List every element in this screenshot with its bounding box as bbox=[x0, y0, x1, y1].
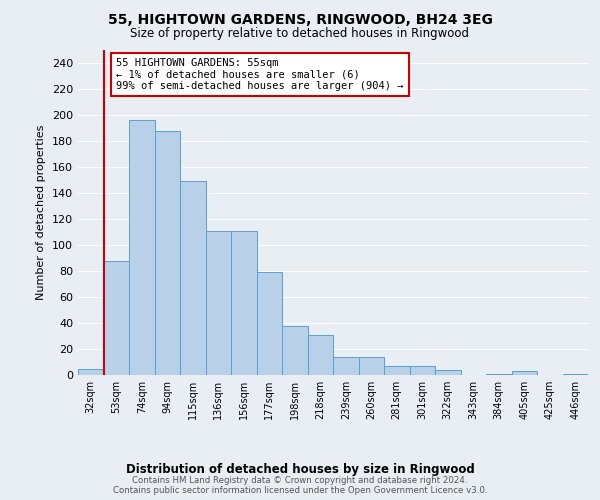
Text: 55, HIGHTOWN GARDENS, RINGWOOD, BH24 3EG: 55, HIGHTOWN GARDENS, RINGWOOD, BH24 3EG bbox=[107, 12, 493, 26]
Bar bbox=[205, 230, 231, 375]
Bar bbox=[409, 366, 435, 375]
Text: Distribution of detached houses by size in Ringwood: Distribution of detached houses by size … bbox=[125, 462, 475, 475]
Bar bbox=[486, 374, 511, 375]
Bar bbox=[104, 260, 129, 375]
Bar bbox=[78, 368, 104, 375]
Bar bbox=[155, 130, 180, 375]
Bar bbox=[282, 326, 308, 375]
Bar bbox=[180, 182, 205, 375]
Bar bbox=[308, 334, 333, 375]
Bar bbox=[359, 357, 384, 375]
Bar bbox=[384, 366, 409, 375]
Text: Contains HM Land Registry data © Crown copyright and database right 2024.
Contai: Contains HM Land Registry data © Crown c… bbox=[113, 476, 487, 495]
Bar bbox=[563, 374, 588, 375]
Bar bbox=[435, 370, 461, 375]
Bar bbox=[333, 357, 359, 375]
Bar bbox=[257, 272, 282, 375]
Text: Size of property relative to detached houses in Ringwood: Size of property relative to detached ho… bbox=[131, 28, 470, 40]
Text: 55 HIGHTOWN GARDENS: 55sqm
← 1% of detached houses are smaller (6)
99% of semi-d: 55 HIGHTOWN GARDENS: 55sqm ← 1% of detac… bbox=[116, 58, 404, 91]
Bar bbox=[129, 120, 155, 375]
Y-axis label: Number of detached properties: Number of detached properties bbox=[37, 125, 46, 300]
Bar bbox=[511, 371, 537, 375]
Bar bbox=[231, 230, 257, 375]
